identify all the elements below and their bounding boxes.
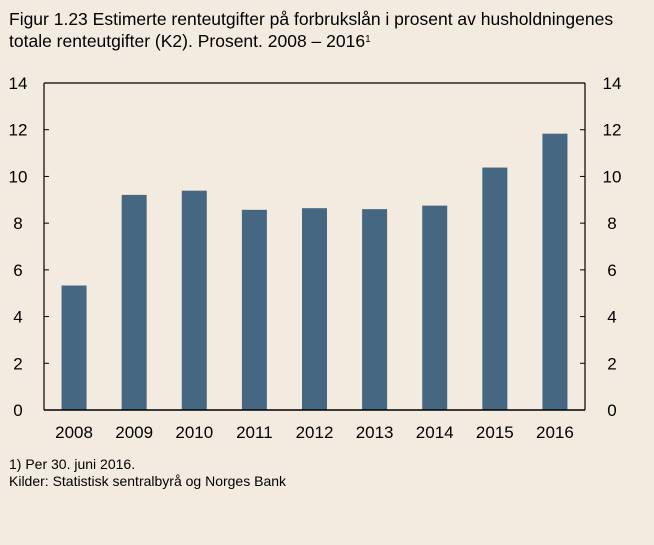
bar-2010 [181, 190, 207, 410]
x-tick-label: 2008 [55, 423, 93, 442]
x-tick-label: 2014 [416, 423, 454, 442]
chart-title-text: Figur 1.23 Estimerte renteutgifter på fo… [9, 9, 614, 51]
chart-title: Figur 1.23 Estimerte renteutgifter på fo… [9, 8, 649, 52]
bar-2015 [482, 167, 508, 410]
x-tick-label: 2016 [536, 423, 574, 442]
footnote: 1) Per 30. juni 2016. [9, 456, 136, 472]
right-y-tick-label: 6 [607, 261, 616, 280]
bar-2013 [362, 209, 388, 410]
left-y-tick-label: 2 [13, 354, 22, 373]
right-y-tick-label: 10 [603, 167, 622, 186]
title-footnote-marker: 1 [365, 34, 371, 45]
x-tick-label: 2009 [115, 423, 153, 442]
x-tick-label: 2010 [175, 423, 213, 442]
right-y-tick-label: 2 [607, 354, 616, 373]
right-y-tick-label: 12 [603, 121, 622, 140]
x-tick-label: 2013 [356, 423, 394, 442]
bar-2011 [241, 209, 267, 410]
left-y-tick-label: 12 [9, 121, 28, 140]
bar-2008 [61, 285, 87, 410]
left-y-tick-label: 0 [13, 401, 22, 420]
left-y-tick-label: 8 [13, 214, 22, 233]
right-y-tick-label: 8 [607, 214, 616, 233]
x-tick-label: 2011 [236, 423, 273, 442]
right-y-tick-label: 14 [603, 74, 622, 93]
left-y-tick-label: 6 [13, 261, 22, 280]
chart-notes: 1) Per 30. juni 2016. Kilder: Statistisk… [9, 456, 286, 490]
bar-2012 [302, 208, 327, 410]
left-y-tick-label: 4 [13, 308, 22, 327]
source-note: Kilder: Statistisk sentralbyrå og Norges… [9, 473, 287, 489]
x-tick-label: 2015 [476, 423, 514, 442]
right-y-tick-label: 4 [607, 308, 616, 327]
x-tick-label: 2012 [296, 423, 334, 442]
bar-2016 [542, 133, 568, 410]
left-y-tick-label: 14 [9, 74, 28, 93]
left-y-tick-label: 10 [9, 167, 28, 186]
bar-2009 [121, 194, 147, 410]
bar-2014 [422, 205, 448, 410]
right-y-tick-label: 0 [607, 401, 616, 420]
